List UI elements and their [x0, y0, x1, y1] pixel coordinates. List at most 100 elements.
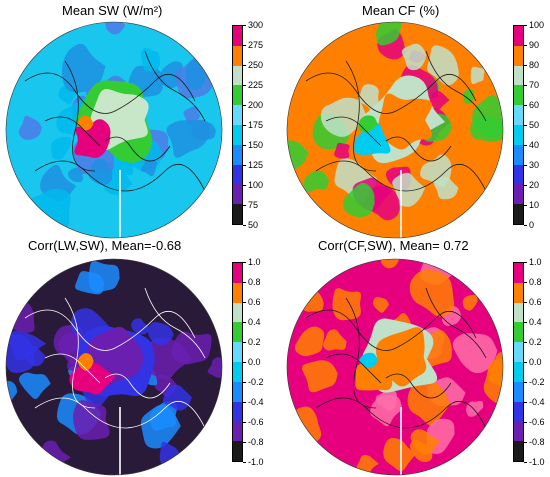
- colorbar-tick: [524, 262, 527, 263]
- colorbar-segment: [233, 361, 242, 382]
- colorbar-segment: [514, 26, 523, 46]
- colorbar-tick: [524, 45, 527, 46]
- field-patch: [373, 297, 389, 313]
- colorbar-tick: [243, 225, 246, 226]
- colorbar-tick: [243, 402, 246, 403]
- panel-title: Corr(LW,SW), Mean=-0.68: [28, 238, 182, 253]
- field-patch: [470, 66, 485, 85]
- colorbar-segment: [514, 144, 523, 165]
- field-patch: [24, 346, 46, 367]
- polar-map: [5, 21, 223, 239]
- field-patch: [420, 154, 452, 187]
- colorbar-segment: [514, 342, 523, 362]
- colorbar-segment: [514, 184, 523, 205]
- field-patch: [380, 259, 399, 269]
- coastline: [325, 116, 382, 147]
- colorbar-tick: [524, 322, 527, 323]
- field-patch: [375, 389, 397, 411]
- colorbar-segment: [514, 401, 523, 422]
- colorbar-segment: [233, 164, 242, 185]
- colorbar-tick: [524, 225, 527, 226]
- colorbar-tick: [243, 302, 246, 303]
- colorbar-segment: [233, 45, 242, 66]
- colorbar-tick: [243, 105, 246, 106]
- colorbar-tick-label: 0.2: [248, 336, 261, 347]
- colorbar-tick: [524, 422, 527, 423]
- colorbar-segment: [233, 401, 242, 422]
- coastline: [104, 136, 171, 162]
- colorbar-tick: [524, 302, 527, 303]
- field-patch: [171, 331, 212, 365]
- field-patch: [332, 288, 362, 321]
- colorbar-tick: [243, 125, 246, 126]
- colorbar-tick-label: 250: [248, 59, 264, 70]
- colorbar-segment: [233, 263, 242, 283]
- field-patch: [462, 294, 478, 311]
- colorbar-tick-label: 100: [529, 19, 545, 30]
- field-patch: [207, 357, 222, 378]
- coastline: [64, 297, 96, 409]
- panel-title: Mean CF (%): [362, 3, 440, 18]
- coastline: [315, 397, 487, 429]
- coastline: [345, 297, 377, 409]
- colorbar-tick: [243, 382, 246, 383]
- colorbar-tick-label: 0.6: [529, 296, 542, 307]
- colorbar-segment: [233, 85, 242, 106]
- map-field: [287, 259, 503, 475]
- coastline: [34, 397, 206, 429]
- colorbar-tick-label: 30: [529, 159, 540, 170]
- field-patch: [105, 22, 126, 35]
- field-patch: [131, 318, 149, 335]
- colorbar: [232, 262, 243, 462]
- colorbar-tick-label: 100: [248, 179, 264, 190]
- panel-title: Corr(CF,SW), Mean= 0.72: [318, 238, 469, 253]
- colorbar-segment: [514, 204, 523, 224]
- colorbar-segment: [233, 282, 242, 303]
- field-patch: [426, 45, 459, 86]
- field-patch: [410, 429, 440, 455]
- colorbar-tick: [524, 282, 527, 283]
- map-field: [287, 22, 503, 238]
- colorbar-tick-label: 0.0: [529, 356, 542, 367]
- colorbar-tick-label: 200: [248, 99, 264, 110]
- archipelago-region: [359, 352, 378, 368]
- field-patch: [294, 326, 325, 357]
- field-patch: [166, 119, 210, 158]
- colorbar-segment: [514, 441, 523, 461]
- colorbar-segment: [514, 164, 523, 185]
- field-patch: [334, 142, 350, 159]
- colorbar-tick: [243, 205, 246, 206]
- greenland-region: [353, 122, 391, 155]
- colorbar-tick: [243, 85, 246, 86]
- colorbar-tick-label: 40: [529, 139, 540, 150]
- coastline: [64, 60, 96, 172]
- colorbar-tick: [524, 165, 527, 166]
- field-patch: [401, 43, 427, 71]
- colorbar-tick-label: 0: [529, 219, 535, 230]
- colorbar-tick-label: -0.4: [529, 396, 545, 407]
- field-patch: [452, 333, 498, 374]
- colorbar-tick: [524, 25, 527, 26]
- colorbar-tick: [243, 165, 246, 166]
- field-patch: [183, 106, 201, 125]
- coastline: [385, 373, 452, 399]
- field-patch: [323, 329, 347, 351]
- colorbar-tick: [243, 145, 246, 146]
- colorbar-tick: [524, 382, 527, 383]
- colorbar-tick-label: -0.2: [529, 376, 545, 387]
- colorbar-tick: [243, 185, 246, 186]
- colorbar-segment: [514, 124, 523, 145]
- colorbar-segment: [233, 302, 242, 323]
- colorbar-tick-label: 50: [248, 219, 259, 230]
- field-patch: [409, 269, 455, 317]
- colorbar-segment: [233, 441, 242, 461]
- colorbar-tick: [524, 362, 527, 363]
- colorbar-tick: [243, 262, 246, 263]
- polar-map: [286, 21, 504, 239]
- archipelago-region: [77, 353, 94, 371]
- colorbar-segment: [233, 342, 242, 362]
- colorbar-tick-label: 80: [529, 59, 540, 70]
- field-patch: [343, 182, 375, 218]
- polar-map: [286, 258, 504, 476]
- colorbar-tick: [243, 342, 246, 343]
